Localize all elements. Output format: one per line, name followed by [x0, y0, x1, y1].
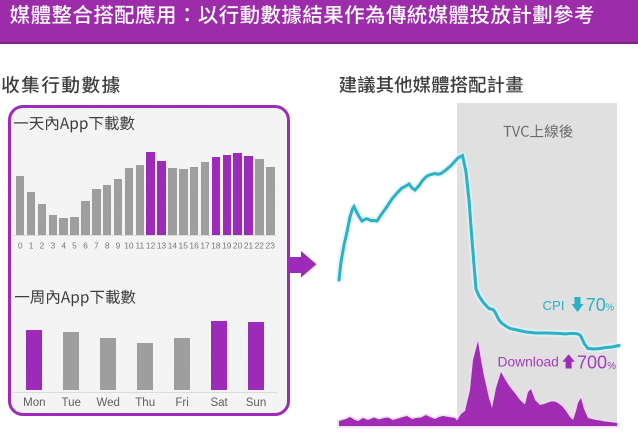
svg-text:1: 1	[29, 240, 34, 250]
svg-text:9: 9	[116, 240, 121, 250]
svg-text:Wed: Wed	[96, 397, 119, 409]
svg-text:19: 19	[222, 240, 232, 250]
svg-text:7: 7	[94, 240, 99, 250]
svg-text:14: 14	[168, 240, 178, 250]
svg-text:21: 21	[244, 240, 254, 250]
svg-text:Download: Download	[498, 354, 559, 369]
svg-text:2: 2	[40, 240, 45, 250]
svg-text:0: 0	[18, 240, 23, 250]
svg-text:Tue: Tue	[62, 397, 81, 409]
svg-text:Mon: Mon	[23, 397, 45, 409]
svg-text:700: 700	[577, 353, 607, 373]
svg-text:%: %	[607, 361, 616, 372]
svg-text:16: 16	[189, 240, 199, 250]
svg-text:Fri: Fri	[175, 397, 188, 409]
svg-text:Sat: Sat	[210, 397, 228, 409]
svg-text:%: %	[605, 303, 614, 314]
svg-text:12: 12	[146, 240, 156, 250]
svg-text:6: 6	[83, 240, 88, 250]
svg-text:20: 20	[233, 240, 243, 250]
svg-text:23: 23	[266, 240, 276, 250]
svg-text:CPI: CPI	[543, 298, 565, 313]
svg-text:4: 4	[61, 240, 66, 250]
svg-text:10: 10	[124, 240, 134, 250]
svg-text:Thu: Thu	[135, 397, 155, 409]
svg-text:Sun: Sun	[246, 397, 266, 409]
svg-text:22: 22	[255, 240, 265, 250]
svg-text:8: 8	[105, 240, 110, 250]
svg-text:15: 15	[179, 240, 189, 250]
svg-text:70: 70	[586, 295, 606, 315]
svg-text:13: 13	[157, 240, 167, 250]
svg-text:3: 3	[50, 240, 55, 250]
svg-text:17: 17	[200, 240, 210, 250]
svg-text:11: 11	[135, 240, 144, 250]
svg-text:18: 18	[211, 240, 221, 250]
svg-text:5: 5	[72, 240, 77, 250]
